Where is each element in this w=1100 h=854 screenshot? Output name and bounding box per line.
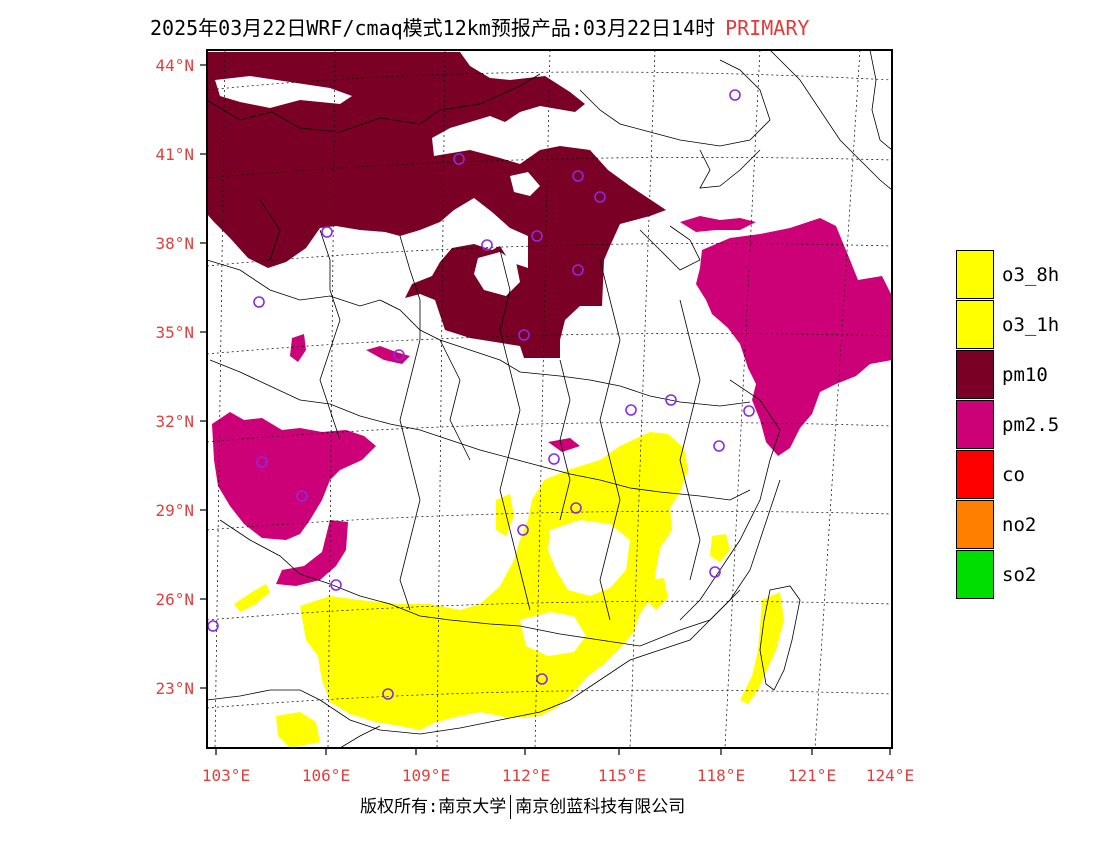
station-marker: [256, 456, 268, 468]
footer-left: 版权所有:南京大学: [360, 797, 507, 817]
legend-label: no2: [1002, 514, 1037, 536]
station-marker: [713, 440, 725, 452]
lat-label: 41°N: [155, 145, 194, 164]
station-marker: [536, 673, 548, 685]
copyright-footer: 版权所有:南京大学 南京创蓝科技有限公司: [360, 792, 685, 819]
legend-swatch: [956, 550, 994, 599]
station-marker: [453, 153, 465, 165]
pm25-region: [290, 334, 306, 362]
station-marker: [548, 453, 560, 465]
lat-label: 35°N: [155, 323, 194, 342]
o3-region: [646, 578, 668, 610]
o3-hole: [520, 612, 586, 656]
lon-label: 103°E: [202, 766, 250, 785]
station-marker: [625, 404, 637, 416]
legend-swatch: [956, 250, 994, 299]
station-marker: [481, 239, 493, 251]
lon-label: 112°E: [502, 766, 550, 785]
station-marker: [296, 490, 308, 502]
station-marker: [517, 524, 529, 536]
station-marker: [253, 296, 265, 308]
pm10-hole: [510, 172, 540, 196]
station-marker: [594, 191, 606, 203]
o3-hole: [548, 520, 630, 596]
pm10-hole: [215, 76, 352, 108]
lon-label: 121°E: [788, 766, 836, 785]
o3-region: [234, 584, 270, 612]
lon-label: 106°E: [302, 766, 350, 785]
station-markers: [207, 89, 755, 700]
graticule: [207, 50, 892, 748]
lon-label: 124°E: [866, 766, 914, 785]
lat-label: 26°N: [155, 590, 194, 609]
lat-label: 44°N: [155, 56, 194, 75]
footer-separator: [510, 795, 512, 819]
pm25-region: [212, 412, 376, 540]
pm25-region: [696, 218, 892, 456]
axis-ticks: [200, 64, 891, 755]
legend-label: co: [1002, 464, 1025, 486]
station-marker: [531, 230, 543, 242]
pm25-region: [680, 216, 756, 232]
pm10-region: [207, 52, 666, 358]
station-marker: [743, 405, 755, 417]
lon-label: 109°E: [402, 766, 450, 785]
legend-swatch: [956, 500, 994, 549]
legend-label: pm2.5: [1002, 414, 1060, 436]
station-marker: [729, 89, 741, 101]
title-primary: PRIMARY: [725, 16, 810, 40]
plot-frame: [206, 49, 893, 749]
station-marker: [665, 394, 677, 406]
lat-labels: 44°N 41°N 38°N 35°N 32°N 29°N 26°N 23°N: [155, 56, 194, 698]
lon-label: 115°E: [598, 766, 646, 785]
pm25-region: [548, 438, 580, 452]
footer-right: 南京创蓝科技有限公司: [515, 797, 686, 817]
lat-label: 23°N: [155, 679, 194, 698]
station-marker: [570, 502, 582, 514]
o3-region: [496, 494, 514, 536]
title-main: 2025年03月22日WRF/cmaq模式12km预报产品:03月22日14时: [150, 16, 716, 40]
station-marker: [518, 329, 530, 341]
station-marker: [572, 264, 584, 276]
lon-label: 118°E: [697, 766, 745, 785]
legend-label: o3_8h: [1002, 264, 1060, 286]
legend-swatch: [956, 300, 994, 349]
lat-label: 38°N: [155, 234, 194, 253]
lat-label: 32°N: [155, 412, 194, 431]
map-layers: [207, 50, 892, 748]
o3-region: [276, 712, 320, 748]
station-marker: [330, 579, 342, 591]
province-boundaries: [207, 50, 892, 748]
legend-label: so2: [1002, 564, 1037, 586]
legend-label: pm10: [1002, 364, 1048, 386]
legend-swatch: [956, 400, 994, 449]
o3-region: [710, 534, 730, 562]
map-title: 2025年03月22日WRF/cmaq模式12km预报产品:03月22日14时 P…: [150, 12, 809, 41]
lat-label: 29°N: [155, 501, 194, 520]
legend-swatch: [956, 450, 994, 499]
station-marker: [393, 349, 405, 361]
station-marker: [572, 170, 584, 182]
o3-region: [740, 592, 784, 704]
o3-region: [300, 432, 688, 730]
station-marker: [321, 226, 333, 238]
legend-swatch: [956, 350, 994, 399]
station-marker: [709, 566, 721, 578]
legend-label: o3_1h: [1002, 314, 1060, 336]
lon-labels: 103°E 106°E 109°E 112°E 115°E 118°E 121°…: [202, 766, 914, 785]
station-marker: [382, 688, 394, 700]
